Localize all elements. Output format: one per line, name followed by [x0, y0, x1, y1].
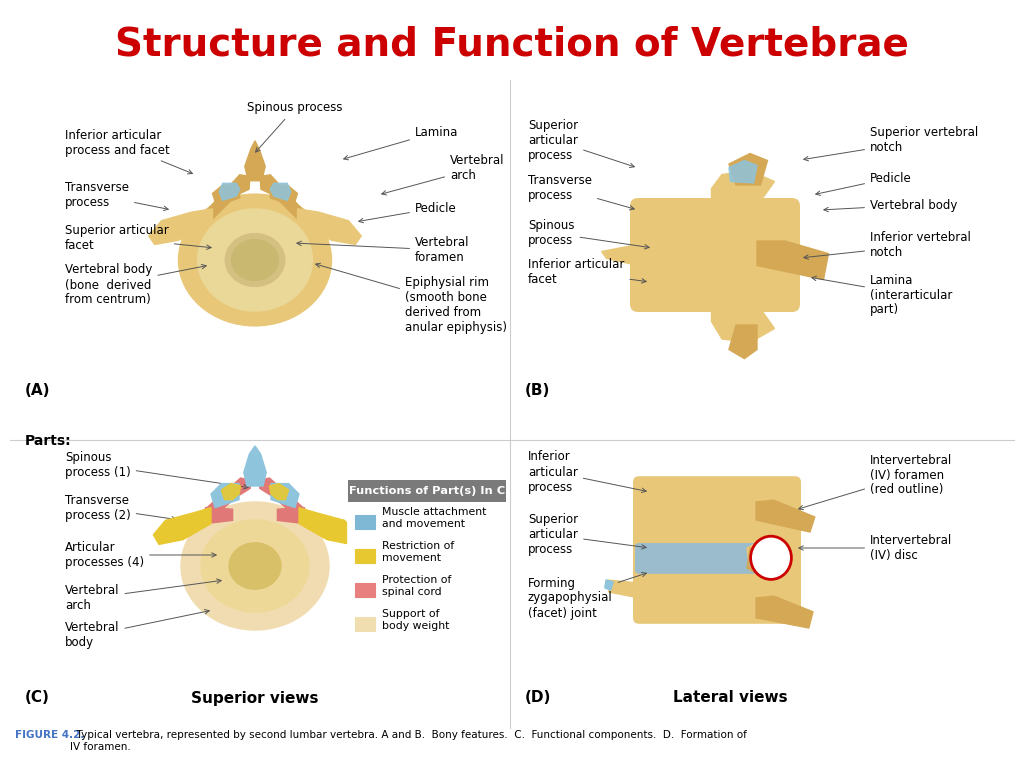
Text: Superior
articular
process: Superior articular process — [528, 514, 646, 557]
Text: (A): (A) — [25, 383, 50, 398]
Text: Superior vertebral
notch: Superior vertebral notch — [804, 126, 978, 161]
Text: Inferior vertebral
notch: Inferior vertebral notch — [804, 231, 971, 260]
Polygon shape — [607, 580, 639, 598]
Text: (D): (D) — [525, 690, 551, 705]
Text: Restriction of
movement: Restriction of movement — [382, 541, 455, 563]
Polygon shape — [298, 209, 361, 244]
FancyBboxPatch shape — [633, 546, 801, 624]
FancyBboxPatch shape — [355, 549, 375, 563]
Text: Vertebral
arch: Vertebral arch — [382, 154, 505, 195]
Text: Spinous
process: Spinous process — [528, 219, 649, 249]
Text: Epiphysial rim
(smooth bone
derived from
anular epiphysis): Epiphysial rim (smooth bone derived from… — [315, 263, 507, 334]
FancyBboxPatch shape — [348, 480, 506, 650]
Text: Inferior articular
facet: Inferior articular facet — [528, 258, 646, 286]
Polygon shape — [756, 500, 815, 532]
FancyBboxPatch shape — [635, 543, 781, 574]
Text: Parts:: Parts: — [25, 434, 72, 448]
Text: Superior
articular
process: Superior articular process — [528, 118, 634, 167]
Ellipse shape — [181, 502, 329, 630]
Polygon shape — [602, 244, 638, 266]
Text: Vertebral
foramen: Vertebral foramen — [297, 236, 469, 264]
Ellipse shape — [178, 194, 332, 326]
Polygon shape — [244, 446, 266, 486]
Ellipse shape — [229, 543, 281, 589]
Polygon shape — [746, 548, 777, 577]
FancyBboxPatch shape — [355, 617, 375, 631]
Text: Superior views: Superior views — [191, 690, 318, 706]
Polygon shape — [270, 184, 291, 200]
Text: Lamina
(interarticular
part): Lamina (interarticular part) — [812, 273, 952, 316]
Ellipse shape — [198, 209, 312, 311]
Polygon shape — [605, 580, 613, 590]
Text: Intervertebral
(IV) disc: Intervertebral (IV) disc — [799, 534, 952, 562]
FancyBboxPatch shape — [355, 515, 375, 529]
Ellipse shape — [751, 536, 792, 579]
FancyBboxPatch shape — [630, 198, 800, 312]
Text: (B): (B) — [525, 383, 550, 398]
Polygon shape — [729, 154, 768, 185]
Text: Vertebral
body: Vertebral body — [65, 610, 209, 649]
Text: Spinous
process (1): Spinous process (1) — [65, 451, 248, 489]
Polygon shape — [270, 185, 298, 207]
Polygon shape — [729, 325, 757, 359]
Polygon shape — [746, 538, 780, 570]
FancyBboxPatch shape — [633, 476, 801, 554]
Polygon shape — [245, 141, 265, 180]
Text: Transverse
process: Transverse process — [528, 174, 634, 210]
Text: Intervertebral
(IV) foramen
(red outline): Intervertebral (IV) foramen (red outline… — [799, 453, 952, 510]
Text: Pedicle: Pedicle — [816, 171, 911, 195]
Polygon shape — [213, 185, 240, 207]
Text: Vertebral
arch: Vertebral arch — [65, 579, 221, 612]
Text: Inferior
articular
process: Inferior articular process — [528, 451, 646, 494]
Polygon shape — [278, 508, 304, 524]
Polygon shape — [729, 161, 757, 183]
Text: Spinous process: Spinous process — [247, 101, 343, 152]
Text: Forming
zygapophysial
(facet) joint: Forming zygapophysial (facet) joint — [528, 572, 646, 620]
Text: Transverse
process: Transverse process — [65, 181, 168, 210]
Polygon shape — [279, 209, 302, 226]
Text: Muscle attachment
and movement: Muscle attachment and movement — [382, 507, 486, 529]
Text: Transverse
process (2): Transverse process (2) — [65, 494, 176, 522]
Polygon shape — [757, 241, 828, 280]
Text: Lamina: Lamina — [344, 125, 459, 160]
Polygon shape — [712, 171, 774, 206]
Polygon shape — [221, 484, 241, 500]
Text: Vertebral body
(bone  derived
from centrum): Vertebral body (bone derived from centru… — [65, 263, 206, 306]
Text: Pedicle: Pedicle — [358, 201, 457, 223]
Polygon shape — [219, 184, 240, 200]
Text: Protection of
spinal cord: Protection of spinal cord — [382, 575, 452, 597]
Text: Superior articular
facet: Superior articular facet — [65, 224, 211, 252]
Text: (C): (C) — [25, 690, 50, 705]
Polygon shape — [211, 484, 239, 508]
Text: Vertebral body: Vertebral body — [824, 198, 957, 212]
Polygon shape — [269, 484, 289, 500]
Polygon shape — [750, 556, 769, 571]
Text: Lateral views: Lateral views — [673, 690, 787, 706]
Text: Typical vertebra, represented by second lumbar vertebra. A and B.  Bony features: Typical vertebra, represented by second … — [70, 730, 746, 752]
Text: Articular
processes (4): Articular processes (4) — [65, 541, 216, 569]
Polygon shape — [207, 478, 250, 522]
Polygon shape — [154, 508, 211, 545]
Polygon shape — [208, 209, 231, 226]
Polygon shape — [271, 484, 299, 508]
Polygon shape — [712, 304, 774, 343]
Text: FIGURE 4.2.: FIGURE 4.2. — [15, 730, 84, 740]
FancyBboxPatch shape — [348, 480, 506, 502]
Polygon shape — [756, 596, 813, 628]
Ellipse shape — [231, 240, 279, 280]
Text: Structure and Function of Vertebrae: Structure and Function of Vertebrae — [115, 26, 909, 64]
Text: Inferior articular
process and facet: Inferior articular process and facet — [65, 129, 193, 174]
Polygon shape — [299, 508, 356, 545]
Polygon shape — [260, 175, 302, 223]
Ellipse shape — [201, 520, 309, 612]
Polygon shape — [208, 175, 250, 223]
Polygon shape — [206, 508, 232, 524]
Polygon shape — [148, 209, 213, 244]
Text: Support of
body weight: Support of body weight — [382, 609, 450, 631]
Polygon shape — [260, 478, 303, 522]
FancyBboxPatch shape — [355, 583, 375, 597]
Ellipse shape — [225, 233, 285, 286]
Text: Functions of Part(s) In C: Functions of Part(s) In C — [349, 486, 505, 496]
